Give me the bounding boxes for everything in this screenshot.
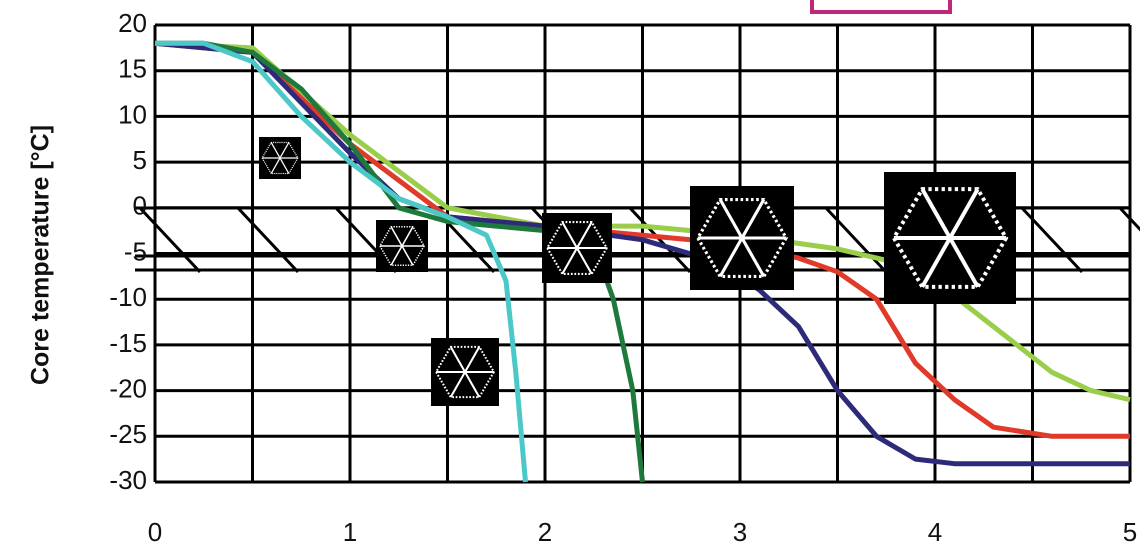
- y-axis-title: Core temperature [°C]: [27, 125, 55, 385]
- x-tick-label: 0: [148, 517, 162, 547]
- y-tick-label: -10: [109, 282, 147, 312]
- x-tick-label: 4: [928, 517, 942, 547]
- x-tick-label: 5: [1123, 517, 1137, 547]
- y-tick-label: -25: [109, 419, 147, 449]
- x-tick-label: 3: [733, 517, 747, 547]
- y-tick-label: -30: [109, 465, 147, 495]
- y-tick-label: 15: [118, 54, 147, 84]
- y-tick-label: -5: [124, 236, 147, 266]
- highlight-box: [812, 0, 950, 12]
- y-tick-label: 20: [118, 8, 147, 38]
- y-tick-label: -15: [109, 328, 147, 358]
- x-tick-label: 2: [538, 517, 552, 547]
- y-tick-label: 0: [133, 191, 147, 221]
- y-tick-label: 5: [133, 145, 147, 175]
- chart: Core temperature [°C] -30 -25 -20 -15 -10 -5 0…: [0, 0, 1140, 556]
- x-tick-label: 1: [343, 517, 357, 547]
- data-line: [155, 43, 526, 482]
- y-tick-label: -20: [109, 373, 147, 403]
- y-tick-label: 10: [118, 99, 147, 129]
